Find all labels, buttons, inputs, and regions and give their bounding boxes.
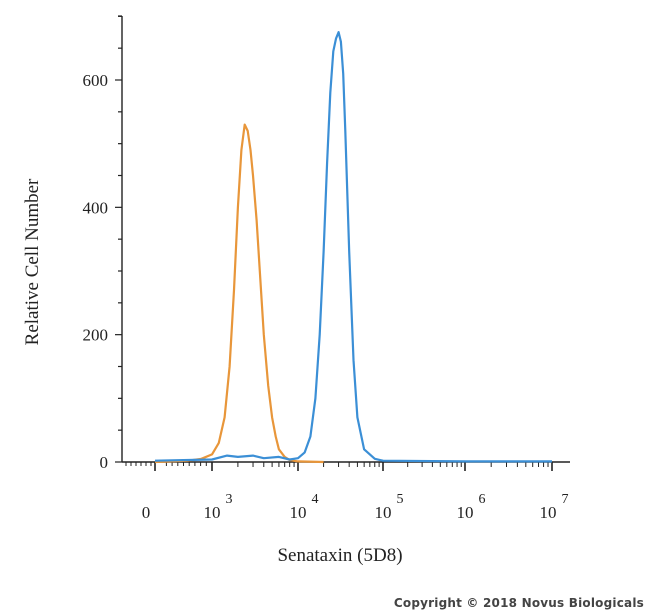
x-tick-label: 10: [290, 503, 307, 522]
y-tick-label: 0: [100, 453, 109, 472]
label-layer: 0 200 400 600 0 10 3 10 4 10 5 10 6 10 7: [83, 71, 569, 522]
x-tick-exponent: 4: [312, 492, 319, 507]
series-layer: [154, 31, 552, 464]
x-tick-label: 10: [540, 503, 557, 522]
x-tick-label: 10: [457, 503, 474, 522]
x-tick-exponent: 6: [479, 492, 486, 507]
x-tick-label: 0: [142, 503, 151, 522]
x-tick-label: 10: [375, 503, 392, 522]
copyright-notice: Copyright © 2018 Novus Biologicals: [393, 596, 644, 610]
x-tick-exponent: 5: [397, 492, 404, 507]
x-axis: [122, 461, 570, 471]
y-axis-title: Relative Cell Number: [22, 178, 43, 345]
x-axis-title: Senataxin (5D8): [277, 545, 402, 566]
x-tick-label: 10: [204, 503, 221, 522]
y-tick-label: 400: [83, 198, 109, 217]
y-axis: [115, 15, 123, 463]
x-tick-exponent: 3: [226, 492, 233, 507]
y-tick-label: 600: [83, 71, 109, 90]
series-line-1: [154, 31, 552, 463]
series-line-0: [154, 123, 324, 464]
x-tick-exponent: 7: [562, 492, 569, 507]
y-tick-label: 200: [83, 326, 109, 345]
